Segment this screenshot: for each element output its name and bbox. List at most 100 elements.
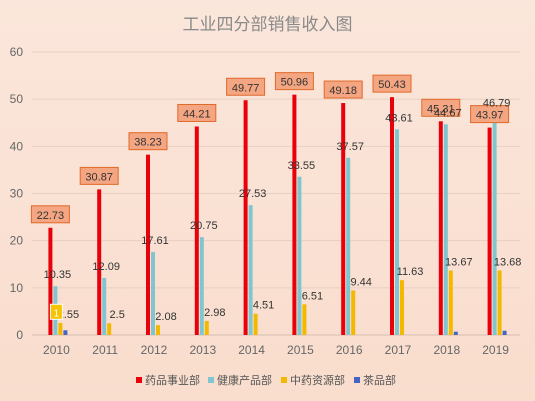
data-label: 10.35 xyxy=(44,269,72,281)
bar xyxy=(97,189,102,335)
y-tick-label: 0 xyxy=(16,328,23,342)
data-label: 46.79 xyxy=(483,97,511,109)
data-label: 50.96 xyxy=(281,77,309,89)
bar xyxy=(156,325,160,335)
data-label-box: 45.31 xyxy=(421,98,461,117)
bar xyxy=(58,322,63,335)
legend: 药品事业部 健康产品部 中药资源部 茶品部 xyxy=(136,373,396,387)
bar xyxy=(151,251,155,335)
x-tick-label: 2013 xyxy=(189,343,216,357)
data-label: 37.57 xyxy=(336,141,364,153)
legend-swatch xyxy=(208,377,214,383)
bar xyxy=(302,304,307,335)
data-label-box: 49.77 xyxy=(226,77,266,96)
x-tick-label: 2012 xyxy=(141,343,168,357)
data-label: 12.09 xyxy=(92,261,120,273)
legend-item: 药品事业部 xyxy=(136,373,200,387)
x-tick-label: 2014 xyxy=(238,343,265,357)
bar xyxy=(497,270,502,335)
data-label: 6.51 xyxy=(302,290,323,302)
y-tick-label: 10 xyxy=(10,281,24,295)
bar xyxy=(297,176,302,335)
data-label: 43.97 xyxy=(476,110,504,122)
data-label: 30.87 xyxy=(85,171,113,183)
data-label-box: 44.21 xyxy=(177,103,217,122)
data-label-box: 1 xyxy=(49,303,63,320)
bar xyxy=(253,313,258,335)
bar xyxy=(487,127,492,335)
data-label: 2.55 xyxy=(58,309,79,321)
data-label: 50.43 xyxy=(378,79,406,91)
legend-item: 中药资源部 xyxy=(281,373,345,387)
bar xyxy=(395,129,399,335)
data-label: 20.75 xyxy=(190,220,218,232)
legend-label: 药品事业部 xyxy=(145,373,200,387)
legend-label: 中药资源部 xyxy=(290,373,345,387)
gridlines xyxy=(32,51,520,289)
bar xyxy=(204,320,209,335)
bar xyxy=(448,270,453,335)
bar xyxy=(292,94,297,335)
legend-swatch xyxy=(136,377,142,383)
bar xyxy=(390,97,394,336)
data-label: 49.18 xyxy=(329,85,357,97)
x-tick-label: 2016 xyxy=(336,343,363,357)
bars xyxy=(48,94,507,336)
bar xyxy=(107,323,112,335)
bar xyxy=(102,277,107,335)
bar xyxy=(346,157,351,335)
data-label-box: 30.87 xyxy=(79,166,119,185)
bar xyxy=(194,126,199,335)
data-label: 2.98 xyxy=(204,307,225,319)
data-labels: 22.73 30.87 38.23 44.21 49.77 50.96 49.18 50.43… xyxy=(30,72,522,323)
data-label: 11.63 xyxy=(397,266,424,278)
legend-item: 健康产品部 xyxy=(208,373,272,387)
bar xyxy=(502,330,507,335)
data-label: 44.21 xyxy=(183,108,211,120)
bar xyxy=(400,280,404,335)
y-tick-label: 40 xyxy=(10,139,24,153)
bar xyxy=(492,114,497,336)
x-tick-label: 2018 xyxy=(433,343,460,357)
data-label-box: 43.97 xyxy=(470,105,510,124)
x-tick-label: 2019 xyxy=(482,343,509,357)
bar xyxy=(48,227,53,335)
legend-label: 茶品部 xyxy=(363,373,396,387)
legend-swatch xyxy=(354,377,360,383)
x-tick-label: 2010 xyxy=(43,343,70,357)
bar xyxy=(443,124,448,335)
data-label: 9.44 xyxy=(350,276,371,288)
data-label-box: 49.18 xyxy=(323,80,363,99)
y-tick-label: 20 xyxy=(10,234,24,248)
legend-item: 茶品部 xyxy=(354,373,396,387)
x-tick-label: 2017 xyxy=(385,343,412,357)
bar xyxy=(248,205,253,335)
data-label: 2.5 xyxy=(110,309,125,321)
bar xyxy=(199,237,204,335)
data-label: 13.67 xyxy=(445,257,473,269)
bar xyxy=(63,330,68,335)
data-label: 33.55 xyxy=(288,160,316,172)
y-tick-label: 50 xyxy=(10,92,24,106)
bar xyxy=(351,290,356,335)
data-label: 13.68 xyxy=(494,256,522,268)
legend-label: 健康产品部 xyxy=(217,373,272,387)
axes: 0 10 20 30 40 50 60 2010 2011 2012 2013 2014 2015 201… xyxy=(10,45,520,357)
chart-title: 工业四分部销售收入图 xyxy=(183,15,353,35)
y-tick-label: 60 xyxy=(10,45,24,59)
legend-swatch xyxy=(281,377,287,383)
data-label: 17.61 xyxy=(141,235,169,247)
data-label-box: 50.43 xyxy=(372,74,412,93)
y-tick-label: 30 xyxy=(10,187,24,201)
data-label-box: 50.96 xyxy=(274,72,314,91)
x-tick-label: 2015 xyxy=(287,343,314,357)
data-label: 43.61 xyxy=(385,112,413,124)
data-label: 1 xyxy=(54,308,60,319)
data-label: 38.23 xyxy=(134,137,162,149)
data-label: 49.77 xyxy=(232,82,260,94)
data-label: 44.67 xyxy=(434,107,462,119)
data-label: 2.08 xyxy=(155,311,176,323)
